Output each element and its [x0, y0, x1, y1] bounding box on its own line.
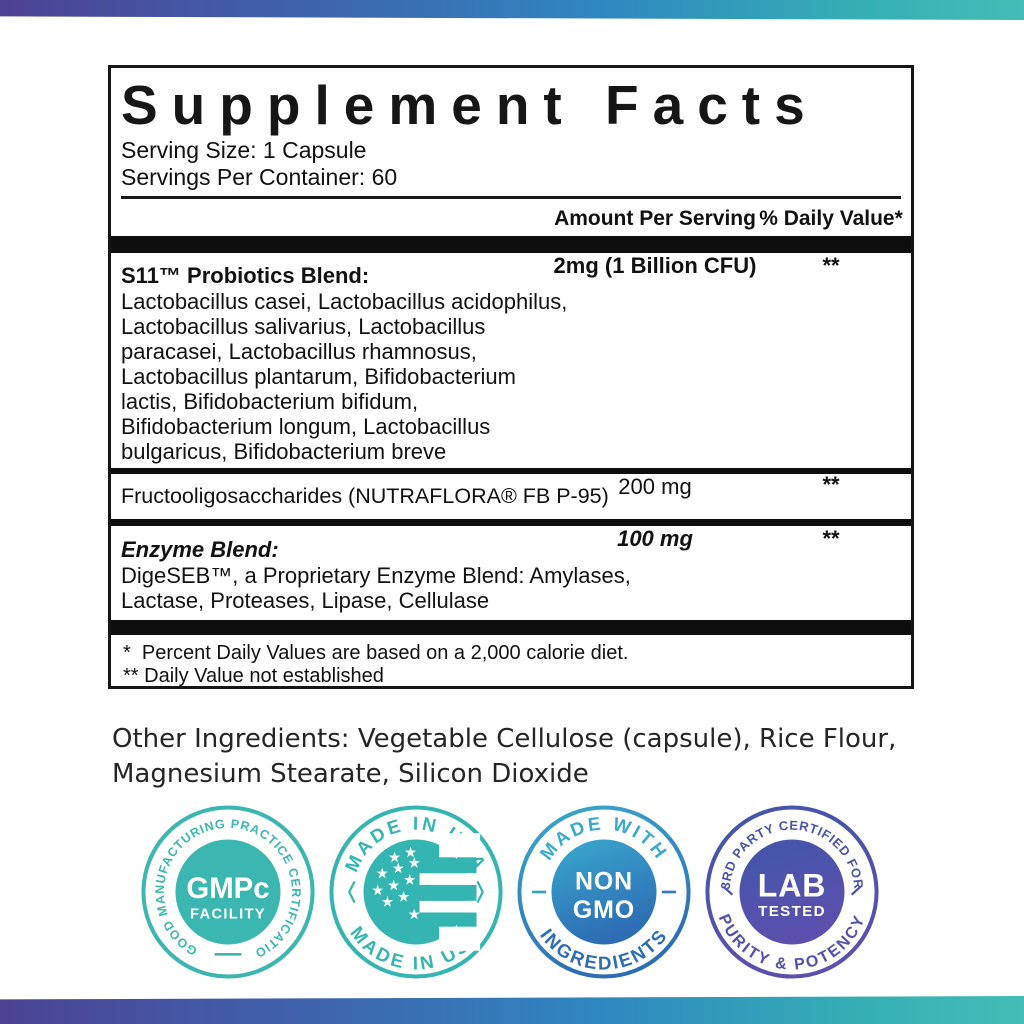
- footnotes: * Percent Daily Values are based on a 2,…: [121, 635, 901, 688]
- certification-badges: GOOD MANUFACTURING PRACTICE CERTIFICATIO…: [139, 803, 881, 981]
- enzyme-line: DigeSEB™, a Proprietary Enzyme Blend: Am…: [121, 563, 631, 588]
- column-header-row: Amount Per Serving % Daily Value*: [121, 196, 903, 236]
- serving-info: Serving Size: 1 Capsule Servings Per Con…: [121, 137, 901, 191]
- non-gmo-badge-icon: MADE WITH INGREDIENTS NON GMO: [517, 805, 691, 979]
- badge-inner-circle: [739, 839, 845, 945]
- badge-center-text: LAB: [758, 867, 827, 903]
- badge-center-text: NON: [575, 867, 633, 895]
- usa-flag-icon: ★ ★ ★ ★ ★ ★ ★ ★ ★ ★★: [363, 833, 481, 951]
- badge-center-subtext: GMO: [573, 896, 635, 924]
- ingredient-amount: 200 mg: [618, 474, 692, 499]
- other-ingredients-line: Other Ingredients: Vegetable Cellulose (…: [112, 724, 897, 754]
- strain-line: Bifidobacterium longum, Lactobacillus: [121, 414, 491, 439]
- lab-tested-badge-icon: 3RD PARTY CERTIFIED FOR PURITY & POTENCY…: [705, 805, 879, 979]
- svg-text:★: ★: [409, 856, 420, 870]
- other-ingredients: Other Ingredients: Vegetable Cellulose (…: [112, 722, 922, 792]
- badge-outer-ring: [705, 805, 879, 979]
- strain-line: Lactobacillus plantarum, Bifidobacterium: [121, 364, 516, 389]
- footnote-not-established: ** Daily Value not established: [123, 665, 384, 687]
- supplement-facts-panel: Supplement Facts Serving Size: 1 Capsule…: [108, 65, 914, 689]
- ingredient-dv: **: [822, 253, 840, 278]
- divider: [111, 519, 911, 526]
- strain-line: Lactobacillus casei, Lactobacillus acido…: [121, 289, 568, 314]
- bottom-gradient-bar: [0, 996, 1024, 1024]
- badge-center-subtext: FACILITY: [190, 907, 266, 923]
- table-row-probiotics: S11™ Probiotics Blend: 2mg (1 Billion CF…: [121, 253, 901, 289]
- made-in-usa-badge-icon: MADE IN USA MADE IN USA ★★ ★★★ ★★★: [329, 805, 503, 979]
- svg-text:★: ★: [377, 867, 388, 881]
- probiotics-strain-list: Lactobacillus casei, Lactobacillus acido…: [121, 289, 901, 464]
- star-field: ★ ★ ★ ★ ★ ★ ★ ★ ★ ★★: [372, 845, 420, 921]
- svg-text:★: ★: [405, 845, 416, 859]
- ring-dash-icon: [850, 885, 862, 896]
- thick-divider: [111, 236, 911, 253]
- svg-text:★: ★: [409, 908, 420, 922]
- ring-chevron-icon: [348, 880, 356, 904]
- thick-divider: [111, 620, 911, 635]
- badge-center-text: GMPc: [186, 872, 269, 905]
- svg-text:★: ★: [372, 884, 383, 898]
- gmpc-facility-badge-icon: GOOD MANUFACTURING PRACTICE CERTIFICATIO…: [139, 803, 315, 979]
- panel-title: Supplement Facts: [121, 74, 819, 136]
- serving-size: Serving Size: 1 Capsule: [121, 137, 367, 163]
- strain-line: bulgaricus, Bifidobacterium breve: [121, 439, 447, 464]
- strain-line: paracasei, Lactobacillus rhamnosus,: [121, 339, 477, 364]
- footnote-daily-value: * Percent Daily Values are based on a 2,…: [123, 642, 629, 664]
- badge-outer-ring: [141, 805, 315, 979]
- top-gradient-bar: [0, 0, 1024, 20]
- badge-outer-ring: [329, 805, 503, 979]
- ingredient-dv: **: [822, 526, 840, 551]
- svg-text:★: ★: [404, 873, 415, 887]
- ring-dash-icon: [722, 885, 734, 896]
- badge-inner-circle: [551, 839, 657, 945]
- ingredient-amount: 2mg (1 Billion CFU): [553, 253, 757, 278]
- svg-text:★: ★: [398, 890, 409, 904]
- svg-text:★: ★: [388, 878, 399, 892]
- daily-value-header: % Daily Value*: [759, 207, 903, 230]
- amount-per-serving-header: Amount Per Serving: [554, 207, 756, 230]
- svg-text:★: ★: [393, 861, 404, 875]
- svg-text:★: ★: [382, 895, 393, 909]
- ingredient-dv: **: [822, 472, 840, 497]
- table-row-enzyme-blend: Enzyme Blend: 100 mg **: [121, 526, 901, 563]
- table-row-fructooligosaccharides: Fructooligosaccharides (NUTRAFLORA® FB P…: [121, 472, 901, 519]
- divider: [111, 468, 911, 474]
- enzyme-line: Lactase, Proteases, Lipase, Cellulase: [121, 588, 490, 613]
- other-ingredients-line: Magnesium Stearate, Silicon Dioxide: [112, 759, 589, 789]
- badge-inner-circle: [175, 839, 281, 945]
- strain-line: Lactobacillus salivarius, Lactobacillus: [121, 314, 486, 339]
- enzyme-detail-list: DigeSEB™, a Proprietary Enzyme Blend: Am…: [121, 563, 901, 613]
- ingredient-name: Fructooligosaccharides (NUTRAFLORA® FB P…: [121, 484, 609, 508]
- ingredient-amount: 100 mg: [617, 526, 693, 551]
- ring-chevron-icon: [476, 880, 484, 904]
- badge-outer-ring: [517, 805, 691, 979]
- servings-per-container: Servings Per Container: 60: [121, 164, 398, 190]
- strain-line: lactis, Bifidobacterium bifidum,: [121, 389, 419, 414]
- ingredient-name: S11™ Probiotics Blend:: [121, 263, 370, 288]
- svg-text:★: ★: [389, 851, 400, 865]
- ingredient-name: Enzyme Blend:: [121, 537, 279, 562]
- badge-center-subtext: TESTED: [758, 903, 826, 920]
